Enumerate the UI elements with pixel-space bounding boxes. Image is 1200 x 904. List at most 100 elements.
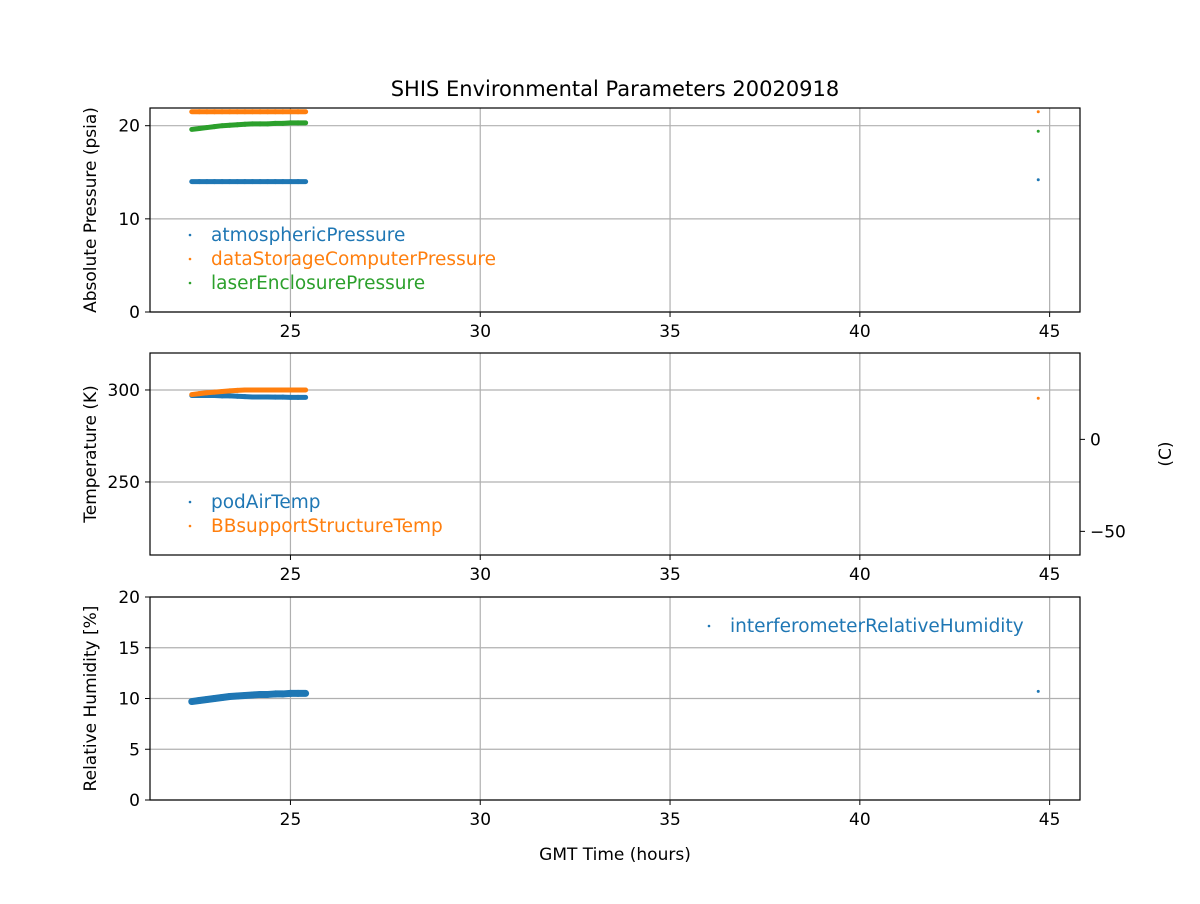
y-tick-label: 10 xyxy=(118,210,140,230)
data-point xyxy=(266,693,269,696)
data-point xyxy=(243,694,246,697)
data-point xyxy=(289,180,292,183)
data-point xyxy=(228,394,231,397)
data-point xyxy=(243,180,246,183)
data-point xyxy=(259,388,262,391)
legend-label: laserEnclosurePressure xyxy=(211,273,425,294)
series-interferometerRelativeHumidity xyxy=(190,690,1039,703)
data-point xyxy=(190,128,193,131)
x-tick-label: 40 xyxy=(849,810,871,830)
x-tick-label: 45 xyxy=(1039,565,1061,585)
right-y-tick-label: 0 xyxy=(1090,430,1101,450)
y-tick-label: 300 xyxy=(108,381,140,401)
data-point xyxy=(198,699,201,702)
data-point xyxy=(304,180,307,183)
data-point xyxy=(289,121,292,124)
data-point xyxy=(190,180,193,183)
data-point xyxy=(190,110,193,113)
data-point xyxy=(289,110,292,113)
data-point xyxy=(213,391,216,394)
y-axis-label: Temperature (K) xyxy=(81,385,101,524)
data-point xyxy=(281,396,284,399)
x-tick-label: 25 xyxy=(280,565,302,585)
y-tick-label: 10 xyxy=(118,690,140,710)
data-point xyxy=(259,122,262,125)
data-point xyxy=(236,123,239,126)
data-point xyxy=(251,388,254,391)
data-point xyxy=(274,388,277,391)
data-point xyxy=(297,121,300,124)
data-point xyxy=(221,110,224,113)
x-tick-label: 40 xyxy=(849,322,871,342)
data-point xyxy=(274,122,277,125)
data-point xyxy=(213,125,216,128)
data-point xyxy=(251,110,254,113)
data-point xyxy=(190,393,193,396)
x-tick-label: 35 xyxy=(659,565,681,585)
data-point xyxy=(1037,690,1040,693)
data-point xyxy=(221,696,224,699)
data-point xyxy=(243,110,246,113)
data-point xyxy=(297,692,300,695)
data-point xyxy=(304,692,307,695)
data-point xyxy=(304,396,307,399)
x-tick-label: 45 xyxy=(1039,810,1061,830)
data-point xyxy=(297,110,300,113)
data-point xyxy=(243,388,246,391)
data-point xyxy=(266,395,269,398)
data-point xyxy=(251,122,254,125)
data-point xyxy=(304,121,307,124)
legend-marker xyxy=(189,258,192,261)
data-point xyxy=(281,388,284,391)
data-point xyxy=(274,692,277,695)
data-point xyxy=(266,180,269,183)
data-point xyxy=(266,388,269,391)
data-point xyxy=(198,110,201,113)
data-point xyxy=(236,694,239,697)
data-point xyxy=(228,389,231,392)
data-point xyxy=(205,180,208,183)
data-point xyxy=(281,180,284,183)
x-tick-label: 45 xyxy=(1039,322,1061,342)
data-point xyxy=(251,180,254,183)
series-dataStorageComputerPressure xyxy=(190,110,1039,113)
right-y-tick-label: −50 xyxy=(1090,522,1126,542)
data-point xyxy=(228,124,231,127)
data-point xyxy=(221,390,224,393)
data-point xyxy=(259,693,262,696)
data-point xyxy=(281,110,284,113)
legend-label: atmosphericPressure xyxy=(211,225,405,246)
y-tick-label: 250 xyxy=(108,473,140,493)
data-point xyxy=(243,395,246,398)
x-tick-label: 40 xyxy=(849,565,871,585)
data-point xyxy=(274,110,277,113)
data-point xyxy=(228,110,231,113)
data-point xyxy=(198,392,201,395)
data-point xyxy=(266,122,269,125)
data-point xyxy=(289,388,292,391)
x-tick-label: 30 xyxy=(469,810,491,830)
data-point xyxy=(205,126,208,129)
data-point xyxy=(205,698,208,701)
data-point xyxy=(236,395,239,398)
y-axis-label: Relative Humidity [%] xyxy=(81,606,101,792)
data-point xyxy=(236,110,239,113)
x-tick-label: 35 xyxy=(659,810,681,830)
x-tick-label: 25 xyxy=(280,810,302,830)
series-laserEnclosurePressure xyxy=(190,121,1039,132)
data-point xyxy=(1037,130,1040,133)
data-point xyxy=(289,692,292,695)
y-tick-label: 0 xyxy=(129,303,140,323)
data-point xyxy=(198,180,201,183)
data-point xyxy=(251,693,254,696)
data-point xyxy=(221,124,224,127)
data-point xyxy=(190,700,193,703)
data-point xyxy=(228,695,231,698)
legend-label: BBsupportStructureTemp xyxy=(211,516,443,537)
data-point xyxy=(297,388,300,391)
y-tick-label: 20 xyxy=(118,588,140,608)
y-axis-label: Absolute Pressure (psia) xyxy=(81,107,101,313)
x-tick-label: 35 xyxy=(659,322,681,342)
data-point xyxy=(297,180,300,183)
